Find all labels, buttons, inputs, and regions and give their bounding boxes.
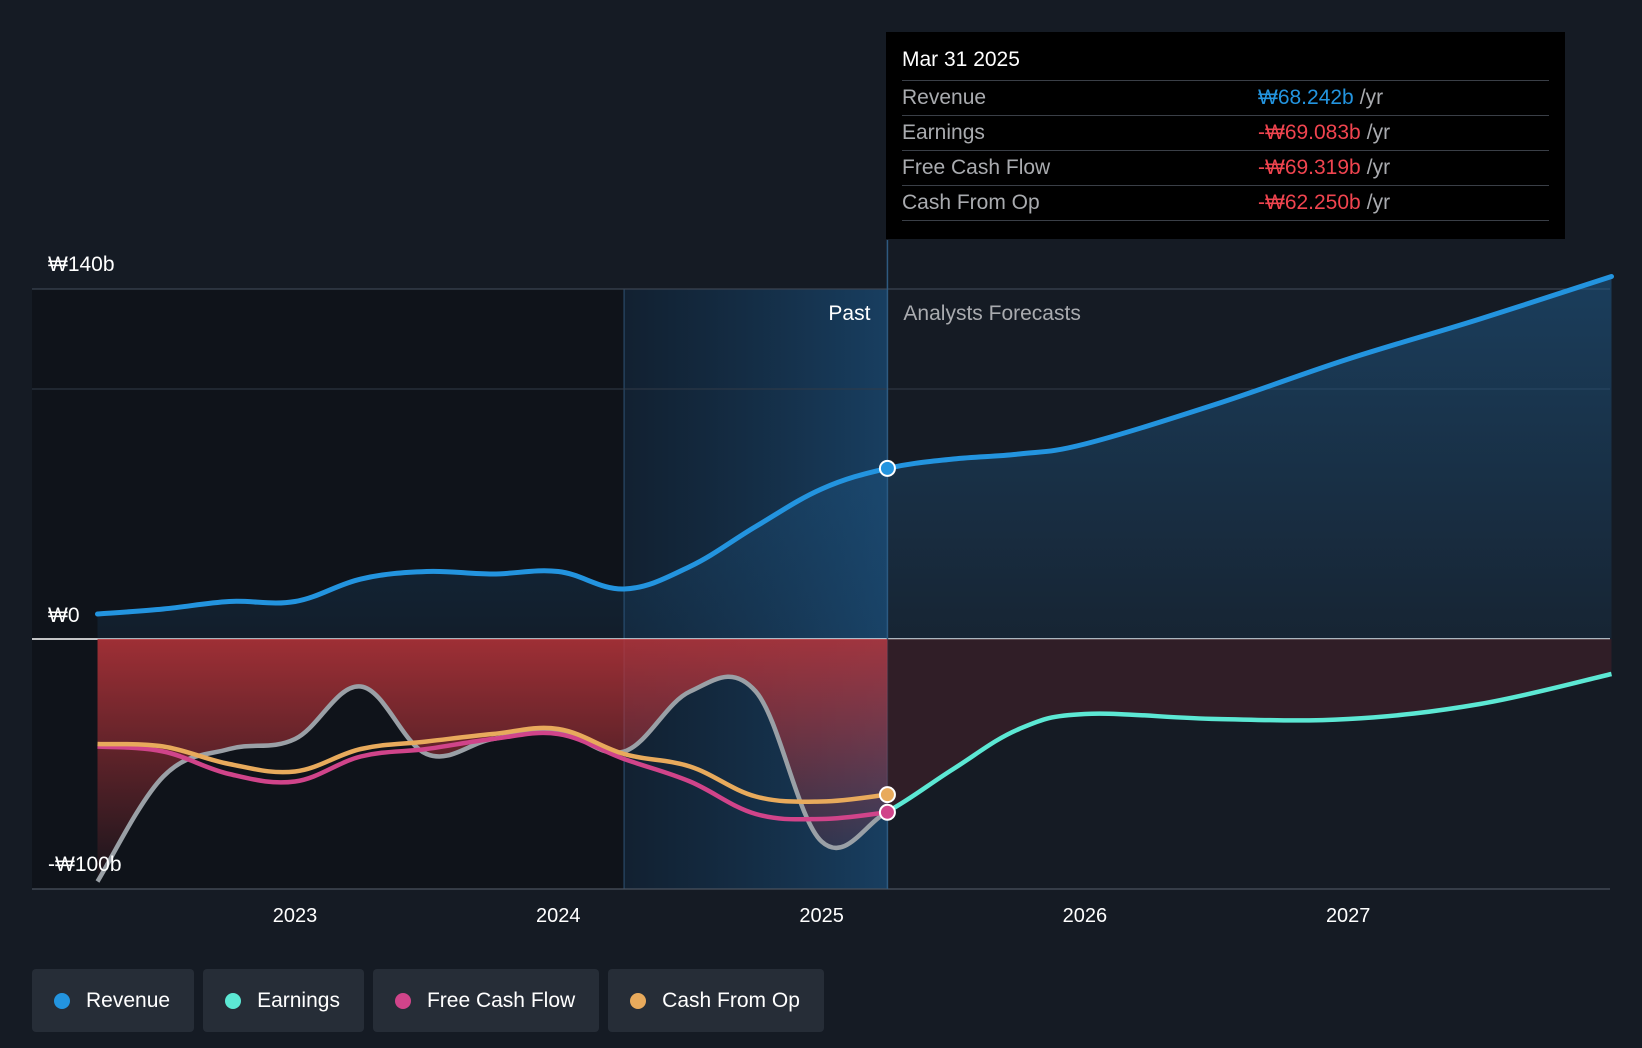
earnings-area-forecast	[887, 639, 1612, 812]
tooltip-row-cash-from-op: Cash From Op -₩62.250b /yr	[902, 186, 1549, 221]
tooltip-label: Earnings	[902, 121, 985, 144]
legend-dot-icon	[630, 992, 647, 1009]
revenue-line	[95, 274, 1614, 617]
tooltip-value: -₩69.083b	[1258, 121, 1361, 144]
cash-from-op-marker	[878, 786, 896, 804]
earnings-line-forecast	[887, 671, 1613, 815]
tooltip-label: Revenue	[902, 86, 987, 109]
past-label: Past	[828, 302, 870, 325]
tooltip-row-earnings: Earnings -₩69.083b /yr	[902, 116, 1549, 151]
tooltip-date: Mar 31 2025	[902, 46, 1549, 81]
tooltip-unit: /yr	[1366, 191, 1391, 214]
legend-label: Free Cash Flow	[426, 988, 576, 1012]
legend-item-revenue[interactable]: Revenue	[32, 969, 195, 1032]
tooltip-label: Free Cash Flow	[902, 156, 1051, 179]
legend-label: Earnings	[257, 988, 340, 1012]
revenue-marker	[878, 459, 896, 477]
legend-item-free-cash-flow[interactable]: Free Cash Flow	[372, 969, 600, 1032]
y-tick-label-zero: ₩0	[48, 604, 80, 627]
x-tick-label: 2027	[1326, 905, 1371, 927]
tooltip-value: ₩68.242b	[1258, 86, 1354, 109]
legend-dot-icon	[394, 992, 411, 1009]
tooltip-unit: /yr	[1359, 86, 1384, 109]
tooltip: Mar 31 2025 Revenue ₩68.242b /yr Earning…	[886, 32, 1565, 239]
x-tick-label: 2026	[1063, 905, 1108, 927]
tooltip-row-free-cash-flow: Free Cash Flow -₩69.319b /yr	[902, 151, 1549, 186]
tooltip-label: Cash From Op	[902, 191, 1040, 214]
tooltip-row-revenue: Revenue ₩68.242b /yr	[902, 81, 1549, 116]
revenue-area	[97, 276, 1612, 639]
cash-from-op-line	[97, 725, 888, 804]
legend-item-cash-from-op[interactable]: Cash From Op	[608, 969, 824, 1032]
legend-dot-icon	[225, 992, 242, 1009]
y-tick-label-bottom: -₩100b	[48, 853, 122, 876]
legend: Revenue Earnings Free Cash Flow Cash Fro…	[32, 969, 824, 1032]
earnings-area-past	[97, 639, 888, 882]
free-cash-flow-marker	[878, 803, 896, 821]
tooltip-value: -₩62.250b	[1258, 191, 1361, 214]
x-tick-label: 2024	[536, 905, 581, 927]
x-tick-label: 2023	[273, 905, 318, 927]
forecast-label: Analysts Forecasts	[903, 302, 1080, 325]
earnings-line-past	[95, 674, 888, 883]
tooltip-value: -₩69.319b	[1258, 156, 1361, 179]
legend-label: Cash From Op	[662, 988, 800, 1012]
tooltip-unit: /yr	[1366, 156, 1391, 179]
legend-item-earnings[interactable]: Earnings	[203, 969, 364, 1032]
legend-label: Revenue	[86, 988, 171, 1012]
x-tick-label: 2025	[799, 905, 844, 927]
y-tick-label-top: ₩140b	[48, 253, 115, 276]
free-cash-flow-line	[97, 730, 888, 822]
legend-dot-icon	[54, 992, 70, 1009]
tooltip-unit: /yr	[1366, 121, 1391, 144]
